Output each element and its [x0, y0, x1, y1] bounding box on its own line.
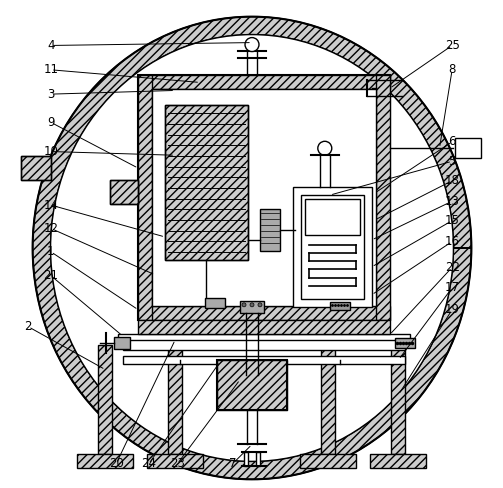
Text: 25: 25 [445, 39, 460, 52]
Bar [321, 345, 335, 454]
Bar [138, 306, 390, 320]
Text: 4: 4 [47, 39, 55, 52]
Bar [256, 452, 260, 467]
Text: 24: 24 [141, 457, 156, 470]
Bar [118, 334, 409, 344]
Text: 5: 5 [449, 155, 456, 168]
Text: 3: 3 [47, 88, 54, 101]
Text: 13: 13 [445, 195, 460, 208]
Bar [455, 138, 481, 158]
Bar [330, 302, 350, 310]
Polygon shape [33, 17, 471, 479]
Text: 9: 9 [47, 116, 55, 129]
Circle shape [318, 142, 332, 155]
Bar [217, 360, 287, 409]
Bar [77, 454, 133, 468]
Bar [147, 454, 203, 468]
Bar [99, 345, 112, 454]
Circle shape [250, 303, 254, 307]
Bar [165, 105, 248, 260]
Text: 20: 20 [109, 457, 124, 470]
Text: 11: 11 [43, 63, 58, 76]
Bar [138, 76, 152, 320]
Bar [244, 452, 248, 467]
Bar [394, 338, 414, 348]
Text: 10: 10 [43, 145, 58, 158]
Bar [205, 298, 225, 308]
Text: 8: 8 [449, 63, 456, 76]
Text: 16: 16 [445, 235, 460, 248]
Bar [300, 454, 356, 468]
Text: 17: 17 [445, 281, 460, 294]
Text: 15: 15 [445, 214, 460, 227]
Bar [217, 360, 287, 409]
Bar [110, 180, 138, 204]
Bar [293, 187, 372, 307]
Bar [165, 105, 248, 260]
Bar [301, 195, 364, 299]
Bar [391, 345, 404, 454]
Text: 1: 1 [47, 245, 55, 258]
Bar [376, 76, 390, 320]
Text: 12: 12 [43, 222, 58, 235]
Bar [114, 337, 130, 349]
Text: 7: 7 [229, 457, 236, 470]
Text: 14: 14 [43, 199, 58, 212]
Bar [138, 76, 390, 89]
Bar [370, 454, 426, 468]
Text: 22: 22 [445, 261, 460, 274]
Bar [168, 345, 182, 454]
Ellipse shape [51, 35, 453, 461]
Text: 23: 23 [170, 457, 185, 470]
Bar [21, 156, 51, 180]
Circle shape [245, 38, 259, 52]
Bar [123, 356, 404, 364]
Bar [260, 209, 280, 251]
Bar [152, 89, 376, 306]
Bar [305, 199, 360, 235]
Bar [123, 340, 404, 350]
Bar [21, 156, 51, 180]
Bar [240, 301, 264, 313]
Bar [138, 76, 390, 320]
Circle shape [242, 303, 246, 307]
Circle shape [258, 303, 262, 307]
Text: 19: 19 [445, 303, 460, 316]
Text: 18: 18 [445, 174, 460, 187]
Text: 6: 6 [448, 135, 456, 148]
Text: 21: 21 [43, 269, 58, 282]
Text: 2: 2 [25, 320, 32, 333]
Bar [138, 320, 390, 334]
Bar [110, 180, 138, 204]
